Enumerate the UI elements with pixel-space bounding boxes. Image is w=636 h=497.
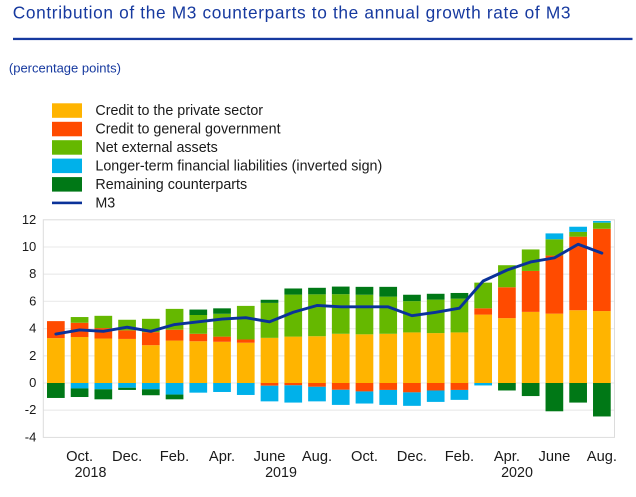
svg-text:Contribution of the M3 counter: Contribution of the M3 counterparts to t… [13, 3, 571, 23]
svg-text:Aug.: Aug. [587, 449, 617, 465]
svg-text:Feb.: Feb. [160, 449, 189, 465]
svg-text:Credit to the private sector: Credit to the private sector [95, 103, 263, 119]
svg-text:June: June [538, 449, 570, 465]
svg-text:-4: -4 [25, 429, 37, 444]
svg-text:M3: M3 [95, 195, 115, 211]
svg-text:Aug.: Aug. [302, 449, 332, 465]
svg-text:2019: 2019 [265, 465, 297, 481]
svg-text:Feb.: Feb. [445, 449, 474, 465]
svg-text:2018: 2018 [75, 465, 107, 481]
svg-text:10: 10 [22, 239, 36, 254]
svg-text:0: 0 [29, 375, 36, 390]
svg-text:2020: 2020 [501, 465, 533, 481]
svg-text:-2: -2 [25, 402, 37, 417]
svg-text:2: 2 [29, 348, 36, 363]
svg-text:Credit to general government: Credit to general government [95, 122, 280, 138]
svg-text:Longer-term financial liabilit: Longer-term financial liabilities (inver… [95, 158, 382, 174]
svg-text:Dec.: Dec. [112, 449, 142, 465]
svg-text:Dec.: Dec. [397, 449, 427, 465]
svg-text:Oct.: Oct. [351, 449, 378, 465]
svg-text:(percentage points): (percentage points) [9, 60, 121, 75]
svg-text:4: 4 [29, 321, 36, 336]
svg-text:6: 6 [29, 293, 36, 308]
svg-text:8: 8 [29, 266, 36, 281]
svg-text:Apr.: Apr. [494, 449, 520, 465]
svg-text:Oct.: Oct. [66, 449, 93, 465]
svg-text:Remaining counterparts: Remaining counterparts [95, 177, 247, 193]
svg-text:Net external assets: Net external assets [95, 140, 217, 156]
svg-text:June: June [254, 449, 286, 465]
svg-text:12: 12 [22, 212, 36, 227]
svg-text:Apr.: Apr. [209, 449, 235, 465]
